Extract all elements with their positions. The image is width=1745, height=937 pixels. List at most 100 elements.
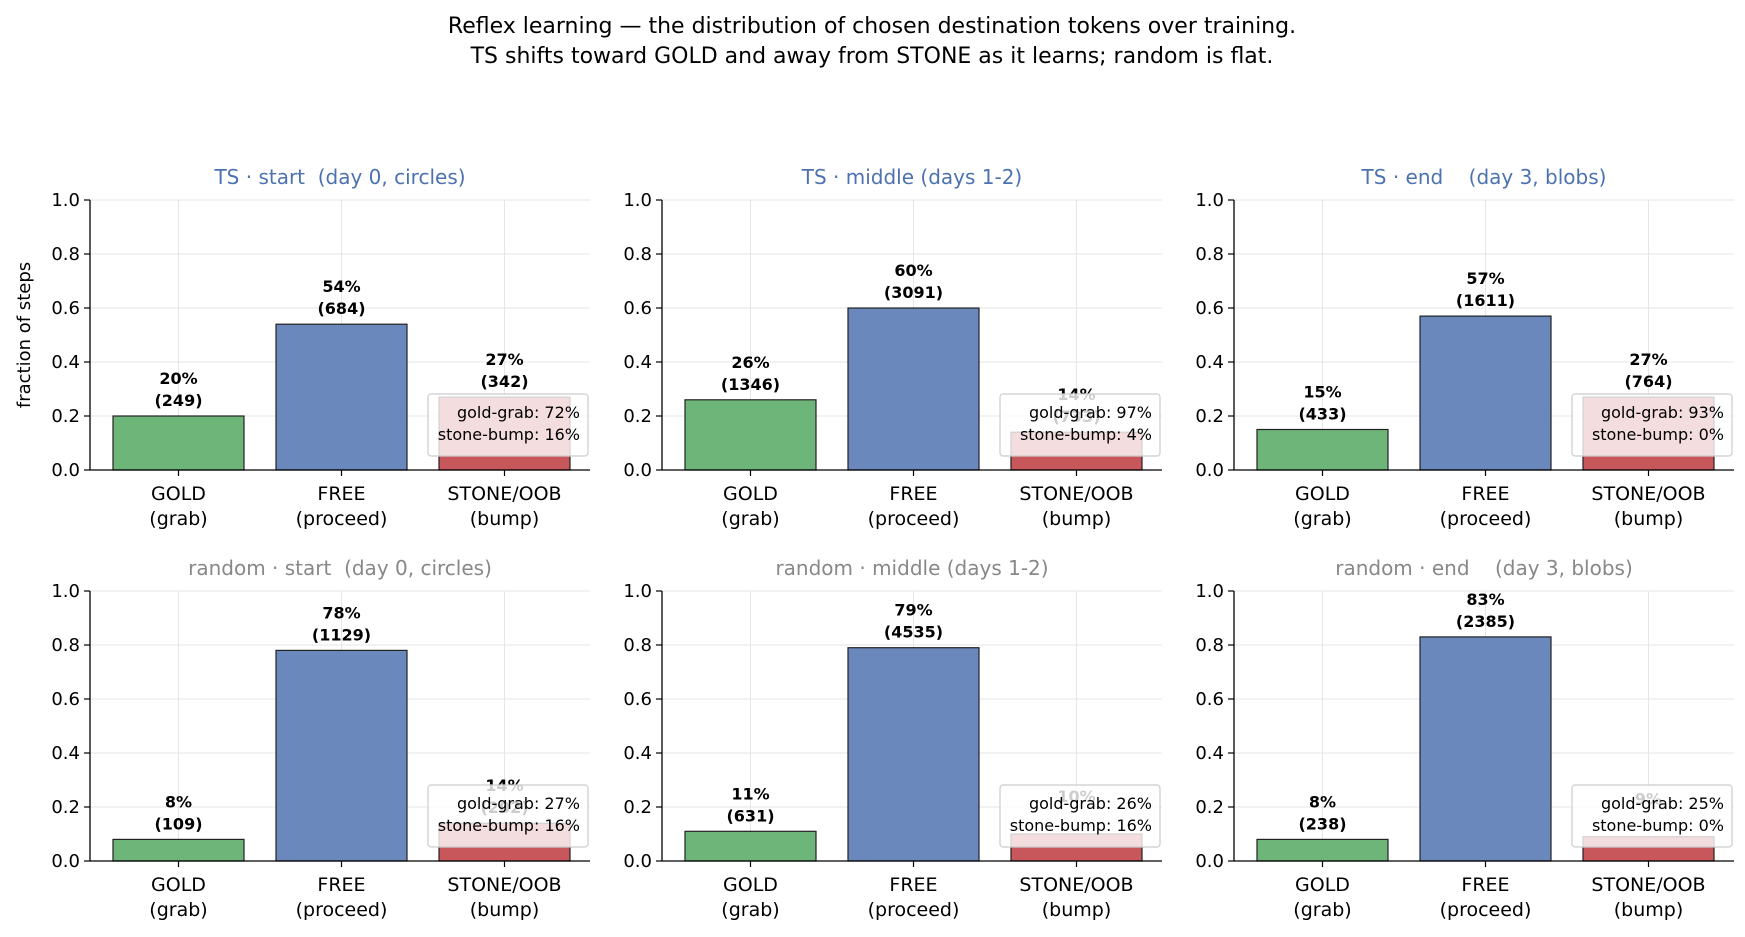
bar-label-percent: 78% (322, 603, 360, 622)
bar-free (275, 323, 408, 471)
category-label: FREE (1461, 874, 1509, 896)
legend-box (999, 784, 1161, 848)
y-tick-label: 0.4 (1195, 743, 1224, 764)
y-tick-label: 0.6 (51, 689, 80, 710)
category-label: FREE (889, 874, 937, 896)
bar-label-percent: 83% (1466, 590, 1504, 609)
category-label: (bump) (1614, 508, 1684, 530)
y-tick-label: 0.0 (1195, 851, 1224, 872)
legend-box (427, 784, 589, 848)
bar-label-percent: 60% (894, 261, 932, 280)
panel-title: TS · start (day 0, circles) (213, 165, 465, 189)
bar-label-count: (3091) (884, 283, 943, 302)
bar-label-percent: 27% (485, 350, 523, 369)
bar-label-percent: 57% (1466, 269, 1504, 288)
y-tick-label: 0.2 (623, 406, 652, 427)
bar-label-count: (249) (154, 391, 202, 410)
bar-label-count: (433) (1298, 405, 1346, 424)
y-tick-label: 0.0 (1195, 460, 1224, 481)
category-label: (bump) (470, 508, 540, 530)
category-label: (proceed) (868, 508, 960, 530)
bar-label-count: (4535) (884, 623, 943, 642)
legend-box (1571, 784, 1733, 848)
y-tick-label: 1.0 (623, 581, 652, 602)
y-tick-label: 1.0 (51, 581, 80, 602)
y-tick-label: 0.2 (1195, 797, 1224, 818)
category-label: GOLD (1295, 483, 1350, 505)
y-tick-label: 0.0 (623, 851, 652, 872)
bar-free (1419, 315, 1552, 471)
bar-free (275, 649, 408, 862)
y-tick-label: 0.6 (623, 689, 652, 710)
category-label: (bump) (470, 899, 540, 921)
y-tick-label: 0.4 (623, 743, 652, 764)
legend-entry: stone-bump: 16% (438, 816, 580, 835)
y-tick-label: 0.8 (51, 244, 80, 265)
y-tick-label: 0.8 (623, 635, 652, 656)
y-axis-label: fraction of steps (14, 262, 35, 408)
y-tick-label: 0.6 (623, 298, 652, 319)
category-label: STONE/OOB (1591, 874, 1705, 896)
bar-gold (112, 415, 245, 471)
bar-free (847, 307, 980, 471)
bar-label-count: (764) (1624, 372, 1672, 391)
bar-label-count: (631) (726, 806, 774, 825)
category-label: STONE/OOB (1019, 874, 1133, 896)
y-tick-label: 0.8 (1195, 635, 1224, 656)
legend-entry: gold-grab: 93% (1601, 403, 1724, 422)
category-label: STONE/OOB (447, 874, 561, 896)
y-tick-label: 0.2 (1195, 406, 1224, 427)
category-label: (grab) (1293, 508, 1351, 530)
category-label: GOLD (723, 874, 778, 896)
legend-entry: gold-grab: 25% (1601, 794, 1724, 813)
legend-entry: stone-bump: 16% (1010, 816, 1152, 835)
bar-label-count: (109) (154, 814, 202, 833)
category-label: FREE (317, 483, 365, 505)
category-label: (proceed) (868, 899, 960, 921)
panel-1: TS · start (day 0, circles) 20% (249) GOLD (… (14, 165, 590, 530)
category-label: GOLD (151, 483, 206, 505)
y-tick-label: 1.0 (1195, 581, 1224, 602)
bar-gold (684, 399, 817, 471)
panel-title: random · start (day 0, circles) (188, 556, 492, 580)
y-tick-label: 0.8 (51, 635, 80, 656)
bar-label-percent: 20% (159, 369, 197, 388)
y-tick-label: 0.0 (51, 460, 80, 481)
category-label: (proceed) (296, 508, 388, 530)
category-label: (proceed) (1440, 899, 1532, 921)
bar-free (847, 647, 980, 862)
y-tick-label: 0.4 (623, 352, 652, 373)
bar-label-percent: 54% (322, 277, 360, 296)
bar-label-percent: 8% (165, 792, 192, 811)
panel-5: random · middle (days 1-2) 11% (631) GOLD (g… (623, 556, 1162, 921)
category-label: (proceed) (1440, 508, 1532, 530)
bar-label-count: (1611) (1456, 291, 1515, 310)
category-label: FREE (889, 483, 937, 505)
bar-label-count: (1346) (721, 375, 780, 394)
y-tick-label: 0.2 (623, 797, 652, 818)
y-tick-label: 0.4 (1195, 352, 1224, 373)
bar-gold (1256, 838, 1389, 862)
y-tick-label: 0.0 (623, 460, 652, 481)
panel-title: random · middle (days 1-2) (775, 556, 1048, 580)
legend-entry: stone-bump: 16% (438, 425, 580, 444)
category-label: GOLD (151, 874, 206, 896)
panel-4: random · start (day 0, circles) 8% (109) GO… (51, 556, 590, 921)
y-tick-label: 1.0 (51, 190, 80, 211)
category-label: (proceed) (296, 899, 388, 921)
category-label: (bump) (1042, 899, 1112, 921)
y-tick-label: 1.0 (1195, 190, 1224, 211)
legend-entry: gold-grab: 97% (1029, 403, 1152, 422)
y-tick-label: 0.8 (623, 244, 652, 265)
y-tick-label: 0.2 (51, 797, 80, 818)
category-label: (bump) (1042, 508, 1112, 530)
legend-entry: stone-bump: 4% (1020, 425, 1152, 444)
category-label: FREE (317, 874, 365, 896)
legend-entry: stone-bump: 0% (1592, 816, 1724, 835)
category-label: FREE (1461, 483, 1509, 505)
y-tick-label: 0.8 (1195, 244, 1224, 265)
bar-label-percent: 27% (1629, 350, 1667, 369)
legend-entry: gold-grab: 26% (1029, 794, 1152, 813)
bar-label-count: (342) (480, 372, 528, 391)
